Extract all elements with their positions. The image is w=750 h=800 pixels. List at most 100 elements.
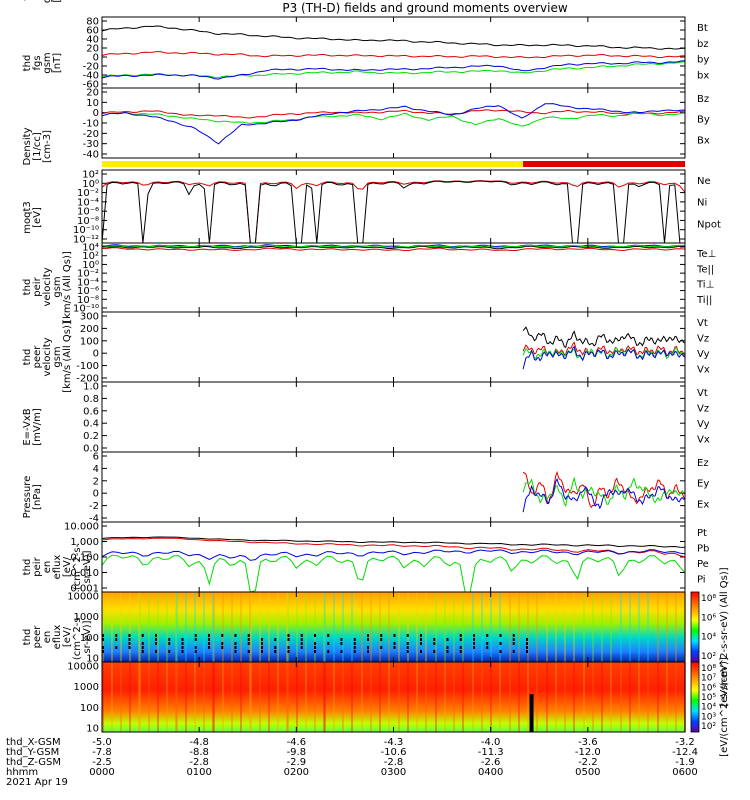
heatmap-speck	[446, 646, 449, 649]
heatmap-streak	[203, 592, 205, 662]
heatmap-speck	[459, 638, 462, 641]
heatmap-speck	[155, 638, 157, 641]
ytick-label: -4	[89, 514, 99, 525]
xaxis-tick-label: -2.8	[384, 757, 404, 768]
heatmap-speck	[353, 646, 356, 649]
legend-entry: By	[697, 115, 710, 126]
xaxis-tick-label: -9.8	[287, 747, 307, 758]
xaxis-tick-label: -11.3	[478, 747, 504, 758]
heatmap-streak	[120, 662, 122, 732]
colorbar-tick: 10⁵	[701, 693, 716, 703]
ytick-label: 0.001	[70, 584, 99, 595]
xaxis-tick-label: -8.8	[189, 747, 209, 758]
heatmap-streak	[601, 662, 603, 732]
series-line-Vx	[522, 345, 686, 370]
heatmap-fill	[102, 592, 685, 662]
heatmap-speck	[141, 646, 144, 649]
ytick-label: 10	[86, 654, 99, 665]
legend-entry: bx	[697, 70, 709, 81]
heatmap-speck	[300, 646, 303, 649]
heatmap-speck	[526, 650, 528, 653]
panel-ylabel: [cm-3]	[42, 130, 53, 163]
heatmap-speck	[327, 634, 330, 637]
heatmap-speck	[274, 650, 277, 653]
heatmap-speck	[526, 642, 528, 645]
heatmap-speck	[221, 634, 224, 637]
heatmap-streak	[620, 592, 622, 662]
panel-ylabel: thd	[22, 55, 33, 72]
heatmap-streak	[638, 592, 640, 662]
panel-ylabel: [eV/	[62, 556, 73, 577]
heatmap-streak	[185, 592, 187, 662]
heatmap-streak	[499, 592, 501, 662]
legend-entry: Vt	[697, 388, 708, 399]
heatmap-streak	[212, 662, 214, 732]
xaxis-date: 2021 Apr 19	[6, 777, 68, 788]
heatmap-speck	[115, 638, 118, 641]
heatmap-streak	[361, 662, 363, 732]
series-line-By	[101, 111, 686, 127]
ytick-label: 0.8	[83, 394, 99, 405]
panel-ylabel: thd	[22, 349, 33, 366]
heatmap-streak	[139, 592, 141, 662]
heatmap-speck	[194, 634, 197, 637]
series-line-Ez	[522, 470, 686, 509]
heatmap-streak	[287, 592, 289, 662]
legend-entry: Vy	[697, 349, 710, 360]
heatmap-streak	[249, 592, 251, 662]
heatmap-speck	[155, 650, 157, 653]
xaxis-row-label: thd_Z-GSM	[6, 757, 61, 768]
ytick-label: 10⁻⁴	[77, 277, 99, 288]
heatmap-streak	[509, 592, 511, 662]
panel-frame	[101, 451, 686, 523]
heatmap-speck	[420, 642, 422, 645]
heatmap-streak	[546, 662, 548, 732]
heatmap-streak	[166, 662, 168, 732]
series-line-Vt	[522, 326, 686, 349]
heatmap-streak	[453, 662, 455, 732]
heatmap-speck	[380, 646, 383, 649]
heatmap-streak	[481, 662, 483, 732]
heatmap-speck	[115, 634, 118, 637]
heatmap-speck	[393, 634, 396, 637]
heatmap-streak	[592, 662, 594, 732]
panel-frame	[101, 242, 686, 313]
heatmap-speck	[433, 638, 436, 641]
heatmap-streak	[250, 662, 252, 732]
heatmap-streak	[638, 662, 640, 732]
heatmap-streak	[610, 592, 612, 662]
heatmap-streak	[518, 592, 520, 662]
legend-entry: Ey	[697, 479, 709, 490]
heatmap-streak	[527, 592, 529, 662]
heatmap-streak	[555, 662, 557, 732]
heatmap-streak	[231, 662, 233, 732]
heatmap-streak	[324, 592, 326, 662]
legend-entry: Bt	[697, 23, 708, 34]
panel-ylabel: eflux	[52, 555, 63, 580]
heatmap-streak	[250, 592, 252, 662]
ytick-label: 0.2	[83, 431, 99, 442]
heatmap-streak	[666, 662, 668, 732]
ytick-label: 60	[86, 26, 99, 37]
ytick-label: 1000	[74, 682, 99, 693]
heatmap-streak	[314, 662, 316, 732]
heatmap-speck	[194, 650, 197, 653]
heatmap-speck	[446, 650, 449, 653]
heatmap-speck	[340, 642, 343, 645]
panel-ylabel: E=-VxB	[22, 408, 33, 445]
heatmap-speck	[128, 642, 131, 645]
heatmap-speck	[459, 634, 462, 637]
panel-ylabel: thd	[22, 629, 33, 646]
heatmap-speck	[406, 634, 409, 637]
heatmap-speck	[420, 634, 422, 637]
heatmap-streak	[166, 592, 168, 662]
heatmap-streak	[203, 662, 205, 732]
panels: thdfgsgsm[nT]806040200-20-40-60Btbzbybxt…	[22, 0, 730, 757]
heatmap-speck	[367, 634, 369, 637]
heatmap-speck	[274, 638, 277, 641]
ytick-label: 10⁻⁶	[77, 207, 99, 218]
heatmap-speck	[181, 642, 184, 645]
heatmap-streak	[111, 662, 113, 732]
legend-entry: Pb	[697, 544, 709, 555]
heatmap-streak	[481, 592, 483, 662]
